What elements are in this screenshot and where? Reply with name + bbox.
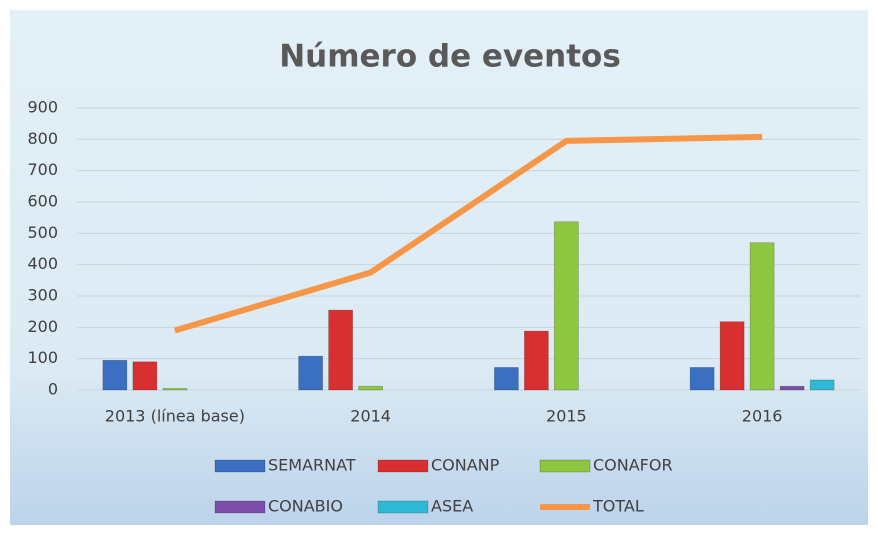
y-tick-label: 300 [27, 286, 58, 305]
bar [298, 355, 323, 391]
legend-swatch [377, 500, 429, 514]
x-tick-label: 2016 [742, 407, 783, 426]
legend-label: TOTAL [592, 497, 644, 516]
bar [358, 385, 383, 391]
legend-label: ASEA [431, 497, 473, 516]
y-tick-label: 900 [27, 98, 58, 117]
bar [554, 221, 579, 391]
y-tick-label: 0 [48, 380, 58, 399]
bar [162, 388, 188, 391]
y-tick-label: 100 [27, 348, 58, 367]
legend-swatch [214, 500, 266, 514]
y-tick-label: 600 [27, 192, 58, 211]
x-tick-label: 2015 [546, 407, 587, 426]
legend-swatch [377, 459, 429, 473]
chart-background [10, 10, 868, 525]
bar [328, 309, 353, 391]
bar [689, 367, 715, 391]
legend-label: CONANP [431, 456, 500, 475]
x-tick-label: 2013 (línea base) [105, 407, 245, 426]
y-tick-label: 400 [27, 254, 58, 273]
legend-swatch [214, 459, 266, 473]
legend-label: CONABIO [268, 497, 343, 516]
bar [132, 361, 158, 391]
bar [779, 385, 805, 391]
x-tick-label: 2014 [350, 407, 391, 426]
legend-label: CONAFOR [593, 456, 673, 475]
chart-title: Número de eventos [279, 39, 621, 75]
y-tick-label: 500 [27, 223, 58, 242]
line [174, 133, 763, 334]
bar [809, 379, 835, 391]
legend-swatch [539, 459, 591, 473]
y-tick-label: 200 [27, 317, 58, 336]
legend-label: SEMARNAT [268, 456, 356, 475]
bar [719, 321, 745, 391]
bar [494, 367, 519, 391]
y-tick-label: 700 [27, 160, 58, 179]
y-tick-label: 800 [27, 129, 58, 148]
bar [749, 242, 775, 391]
bar [102, 359, 128, 391]
bar [524, 330, 549, 391]
